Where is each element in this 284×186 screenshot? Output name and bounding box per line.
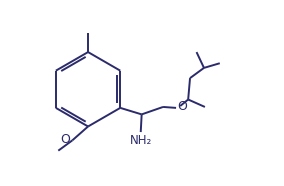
Text: O: O <box>177 100 187 113</box>
Text: O: O <box>60 133 70 146</box>
Text: NH₂: NH₂ <box>130 134 152 147</box>
